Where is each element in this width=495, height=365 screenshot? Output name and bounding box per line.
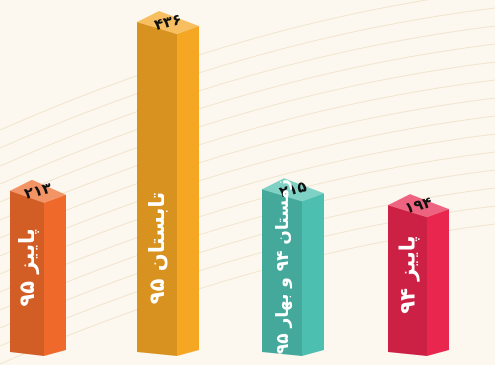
bar-category-label: پاییز ۹۵: [15, 228, 39, 306]
background-line: [0, 187, 495, 329]
bar-side-face: [302, 193, 324, 356]
bar-front-face: [10, 190, 44, 356]
background-line: [0, 0, 430, 131]
bar-side-face: [177, 26, 199, 356]
bar-side-face: [44, 194, 66, 356]
bar-front-face: [137, 22, 177, 356]
bar-top-face: [262, 178, 324, 202]
background-line: [0, 133, 495, 275]
bar-top-face: [137, 11, 199, 34]
background-line: [0, 25, 495, 167]
background-line: [0, 97, 495, 239]
background-line: [0, 115, 495, 257]
background-line: [0, 61, 495, 203]
background-line: [0, 169, 495, 311]
bar-front-face: [262, 189, 302, 356]
bar-category-label: پاییز ۹۴: [396, 235, 420, 313]
bar-side-face: [427, 209, 449, 356]
background-line: [0, 43, 495, 185]
background-line: [0, 79, 495, 221]
bar-top-face: [10, 179, 66, 203]
background-line: [0, 7, 495, 149]
bar-front-face: [388, 205, 427, 356]
background-line: [0, 151, 495, 293]
bar-top-face: [388, 194, 449, 218]
bar-category-label: زمستان ۹۴ و بهار ۹۵: [273, 179, 293, 354]
bar-category-label: تابستان ۹۵: [145, 192, 169, 304]
